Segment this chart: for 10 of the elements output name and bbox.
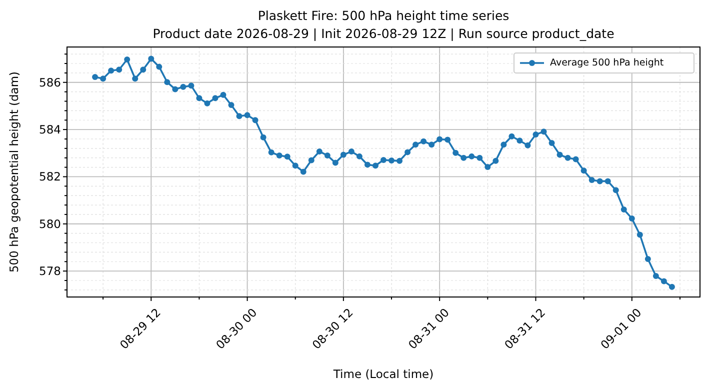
y-axis-title: 500 hPa geopotential height (dam) bbox=[7, 71, 21, 273]
y-tick-label: 582 bbox=[39, 170, 61, 184]
y-tick-label: 586 bbox=[39, 75, 61, 90]
chart-subtitle: Product date 2026-08-29 | Init 2026-08-29 12Z | Run source product_date bbox=[152, 26, 615, 41]
chart-title: Plaskett Fire: 500 hPa height time series bbox=[258, 8, 510, 23]
y-tick-label: 578 bbox=[39, 264, 61, 278]
x-axis-title: Time (Local time) bbox=[332, 367, 434, 381]
y-tick-label: 584 bbox=[39, 122, 61, 137]
y-tick-label: 580 bbox=[39, 216, 61, 231]
legend-label: Average 500 hPa height bbox=[550, 58, 664, 68]
